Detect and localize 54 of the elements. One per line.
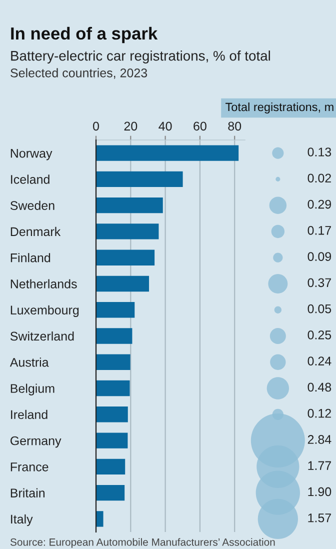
y-tick-label: Switzerland	[10, 331, 74, 341]
chart-subtitle: Battery-electric car registrations, % of total Selected countries, 2023	[10, 50, 270, 79]
bar	[96, 380, 130, 396]
data-label: 0.37	[308, 278, 331, 288]
y-tick-label: Sweden	[10, 200, 54, 210]
y-tick-label: Ireland	[11, 410, 48, 420]
bar	[96, 406, 128, 422]
data-label: 0.25	[308, 330, 332, 340]
y-tick-label: Italy	[11, 514, 33, 526]
x-tick-label: 60	[194, 122, 206, 131]
data-label: 0.29	[308, 200, 332, 209]
x-tick-label: 80	[228, 122, 242, 131]
data-label: 0.48	[308, 382, 332, 392]
bar	[96, 511, 104, 527]
bar	[96, 354, 130, 370]
data-label: 0.05	[308, 304, 332, 314]
y-tick-label: Denmark	[10, 226, 61, 236]
data-label: 1.77	[308, 461, 331, 470]
bar	[96, 197, 163, 214]
bar	[96, 458, 126, 475]
y-tick-label: Finland	[10, 253, 50, 262]
bar	[96, 432, 128, 448]
bar	[96, 484, 125, 501]
data-label: 0.17	[308, 226, 331, 235]
x-tick-label: 20	[124, 122, 138, 131]
bar	[96, 224, 159, 240]
bar	[96, 250, 155, 266]
data-label: 1.57	[308, 514, 331, 522]
y-tick-label: Austria	[10, 358, 49, 367]
data-label: 1.90	[308, 487, 332, 496]
bar	[96, 302, 135, 318]
bar	[96, 145, 239, 161]
data-label: 0.09	[308, 252, 332, 261]
y-tick-label: Luxembourg	[10, 305, 79, 317]
y-tick-label: Belgium	[10, 384, 54, 396]
y-tick-label: Netherlands	[10, 279, 77, 288]
y-tick-label: France	[10, 462, 48, 472]
data-label: 2.84	[308, 435, 332, 444]
bar	[96, 171, 183, 188]
data-label: 0.02	[308, 174, 331, 183]
data-label: 0.13	[308, 148, 332, 156]
data-label: 0.12	[308, 408, 331, 418]
x-tick-label: 40	[158, 122, 172, 131]
y-tick-label: Norway	[10, 148, 52, 160]
y-tick-label: Britain	[10, 488, 45, 498]
text: Total registrations, m	[225, 102, 334, 114]
bar	[96, 276, 150, 292]
y-tick-label: Germany	[10, 436, 62, 448]
y-tick-label: Iceland	[11, 174, 50, 184]
x-tick-label: 0	[93, 122, 99, 131]
data-label: 0.24	[308, 356, 332, 366]
chart-title: In need of a spark	[11, 26, 158, 44]
bar	[96, 328, 132, 344]
source-note: Source: European Automobile Manufacturers’ Association	[10, 538, 275, 548]
